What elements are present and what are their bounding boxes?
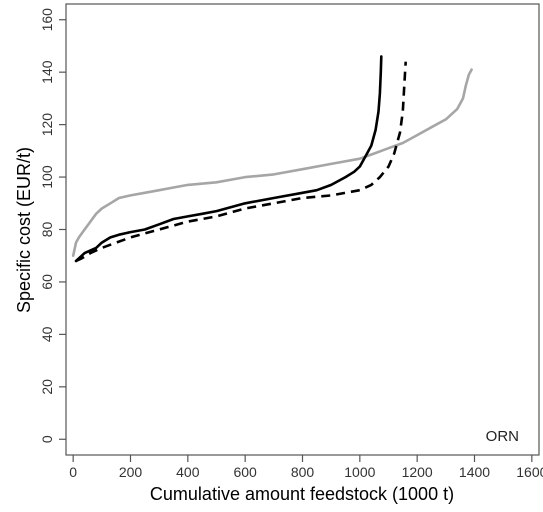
y-tick-label: 140 [39,60,55,84]
y-tick-label: 60 [39,274,55,290]
y-tick-label: 0 [39,435,55,443]
panel-annotation: ORN [486,428,519,445]
x-tick-label: 600 [233,464,257,480]
series-line-2 [74,55,383,263]
series-line-1 [71,68,473,257]
plot-frame [65,3,540,456]
x-axis-title: Cumulative amount feedstock (1000 t) [150,484,454,504]
x-tick-label: 400 [176,464,200,480]
y-tick-label: 40 [39,326,55,342]
y-tick-label: 100 [39,165,55,189]
x-tick-label: 1000 [344,464,375,480]
series-layer [71,55,473,263]
y-tick-label: 120 [39,113,55,137]
x-tick-label: 800 [291,464,315,480]
x-tick-label: 1200 [402,464,433,480]
y-axis: 0 20 40 60 80 100 120 140 160 [39,8,66,443]
y-tick-label: 20 [39,379,55,395]
y-axis-title: Specific cost (EUR/t) [14,147,34,313]
y-tick-label: 160 [39,8,55,32]
x-tick-label: 0 [69,464,77,480]
series-line-3 [75,61,407,263]
y-tick-label: 80 [39,222,55,238]
x-tick-label: 1400 [459,464,490,480]
x-tick-label: 200 [119,464,143,480]
